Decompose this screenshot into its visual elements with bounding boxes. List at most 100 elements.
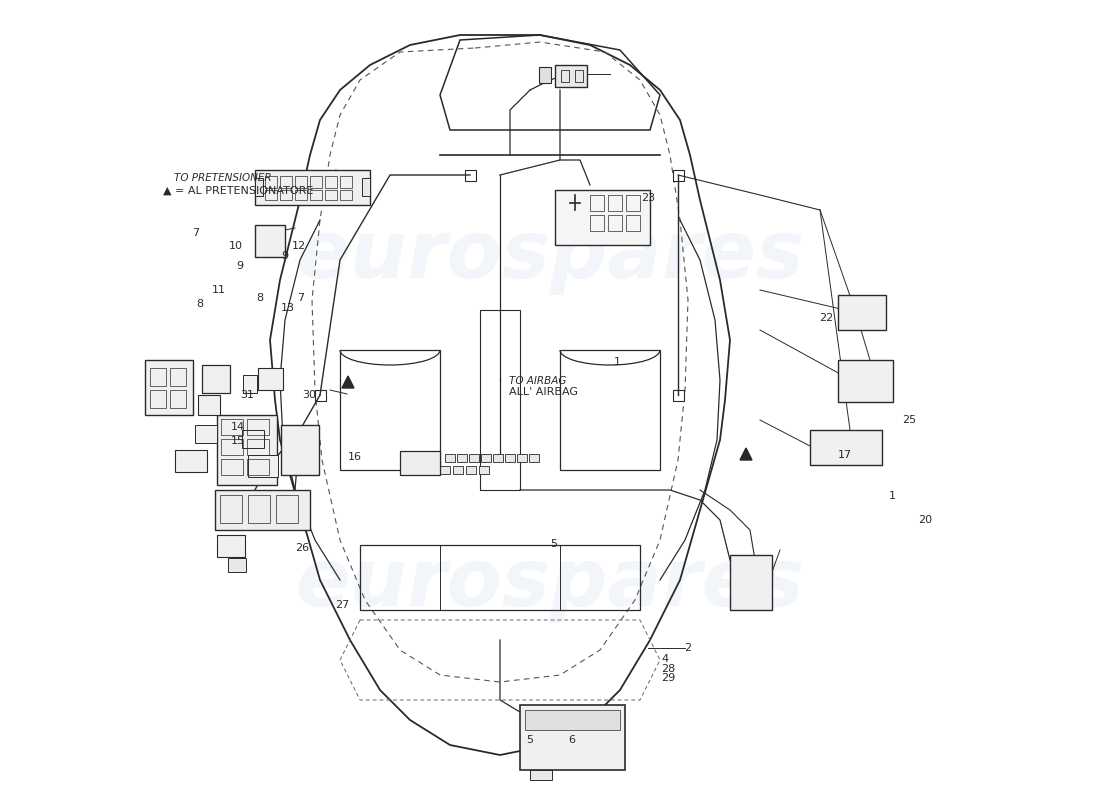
Bar bbox=[810, 430, 882, 465]
Text: eurospares: eurospares bbox=[296, 545, 804, 623]
Text: ▲ = AL PRETENSIONATORE: ▲ = AL PRETENSIONATORE bbox=[163, 186, 314, 195]
Bar bbox=[255, 170, 370, 205]
Bar bbox=[150, 368, 166, 386]
Bar bbox=[539, 67, 551, 83]
Text: 15: 15 bbox=[231, 436, 245, 446]
Text: TO PRETENSIONER: TO PRETENSIONER bbox=[174, 173, 272, 182]
Bar bbox=[505, 454, 515, 462]
Bar bbox=[672, 390, 683, 401]
Bar bbox=[150, 390, 166, 408]
Bar bbox=[525, 710, 620, 730]
Text: 13: 13 bbox=[280, 303, 295, 313]
Bar bbox=[221, 419, 243, 435]
Text: 31: 31 bbox=[240, 390, 254, 400]
Text: 16: 16 bbox=[348, 452, 362, 462]
Bar bbox=[561, 70, 569, 82]
Text: 28: 28 bbox=[661, 664, 675, 674]
Bar bbox=[295, 190, 307, 200]
Bar bbox=[529, 454, 539, 462]
Bar bbox=[464, 170, 475, 181]
Bar bbox=[228, 558, 246, 572]
Bar bbox=[556, 65, 587, 87]
Bar bbox=[446, 454, 455, 462]
Bar bbox=[400, 451, 440, 475]
Bar bbox=[453, 466, 463, 474]
Bar bbox=[530, 770, 552, 780]
Text: 7: 7 bbox=[297, 294, 304, 303]
Text: ALL' AIRBAG: ALL' AIRBAG bbox=[509, 387, 579, 397]
Text: TO AIRBAG: TO AIRBAG bbox=[509, 376, 566, 386]
Bar bbox=[838, 295, 886, 330]
Bar bbox=[590, 195, 604, 211]
Bar bbox=[556, 190, 650, 245]
Bar bbox=[195, 425, 217, 443]
Text: 23: 23 bbox=[641, 194, 656, 203]
Text: 27: 27 bbox=[336, 600, 350, 610]
Bar bbox=[493, 454, 503, 462]
Bar bbox=[517, 454, 527, 462]
Text: 5: 5 bbox=[526, 735, 532, 745]
Text: 22: 22 bbox=[820, 314, 834, 323]
Text: 1: 1 bbox=[614, 358, 620, 367]
Text: eurospares: eurospares bbox=[296, 217, 804, 295]
Bar bbox=[280, 425, 319, 475]
Bar bbox=[170, 368, 186, 386]
Bar bbox=[315, 390, 326, 401]
Text: 11: 11 bbox=[212, 286, 227, 295]
Bar bbox=[242, 430, 264, 448]
Bar bbox=[221, 439, 243, 455]
Text: 20: 20 bbox=[918, 515, 933, 525]
Bar bbox=[672, 170, 683, 181]
Bar bbox=[280, 190, 292, 200]
Bar bbox=[481, 454, 491, 462]
Bar bbox=[248, 459, 270, 475]
Bar bbox=[608, 215, 622, 231]
Text: 4: 4 bbox=[661, 654, 668, 664]
Text: 1: 1 bbox=[889, 491, 895, 501]
Bar bbox=[608, 195, 622, 211]
Bar bbox=[175, 450, 207, 472]
Bar bbox=[217, 535, 245, 557]
Polygon shape bbox=[740, 448, 752, 460]
Text: 17: 17 bbox=[838, 450, 853, 460]
Bar bbox=[626, 195, 640, 211]
Bar bbox=[280, 176, 292, 188]
Bar bbox=[265, 176, 277, 188]
Bar bbox=[255, 178, 263, 196]
Bar bbox=[478, 466, 490, 474]
Bar bbox=[730, 555, 772, 610]
Text: 9: 9 bbox=[282, 251, 288, 261]
Bar bbox=[362, 178, 370, 196]
Bar bbox=[295, 176, 307, 188]
Text: 8: 8 bbox=[196, 299, 202, 309]
Text: 29: 29 bbox=[661, 674, 675, 683]
Bar bbox=[248, 455, 278, 477]
Bar bbox=[324, 176, 337, 188]
Bar bbox=[626, 215, 640, 231]
Polygon shape bbox=[342, 376, 354, 388]
Text: 12: 12 bbox=[292, 241, 306, 250]
Bar bbox=[265, 190, 277, 200]
Bar bbox=[170, 390, 186, 408]
Bar bbox=[466, 466, 476, 474]
Bar bbox=[221, 459, 243, 475]
Bar bbox=[590, 215, 604, 231]
Text: 8: 8 bbox=[256, 294, 263, 303]
Bar bbox=[440, 466, 450, 474]
Bar bbox=[838, 360, 893, 402]
Bar bbox=[276, 495, 298, 523]
Bar bbox=[255, 225, 285, 257]
Bar bbox=[198, 395, 220, 415]
Bar bbox=[217, 415, 277, 485]
Text: 14: 14 bbox=[231, 422, 245, 432]
Text: 30: 30 bbox=[302, 390, 317, 400]
Bar bbox=[340, 176, 352, 188]
Bar bbox=[310, 190, 322, 200]
Bar bbox=[520, 705, 625, 770]
Bar bbox=[248, 495, 270, 523]
Bar bbox=[243, 375, 257, 393]
Text: 26: 26 bbox=[295, 543, 309, 553]
Text: 7: 7 bbox=[192, 228, 199, 238]
Bar bbox=[202, 365, 230, 393]
Text: 9: 9 bbox=[236, 262, 243, 271]
